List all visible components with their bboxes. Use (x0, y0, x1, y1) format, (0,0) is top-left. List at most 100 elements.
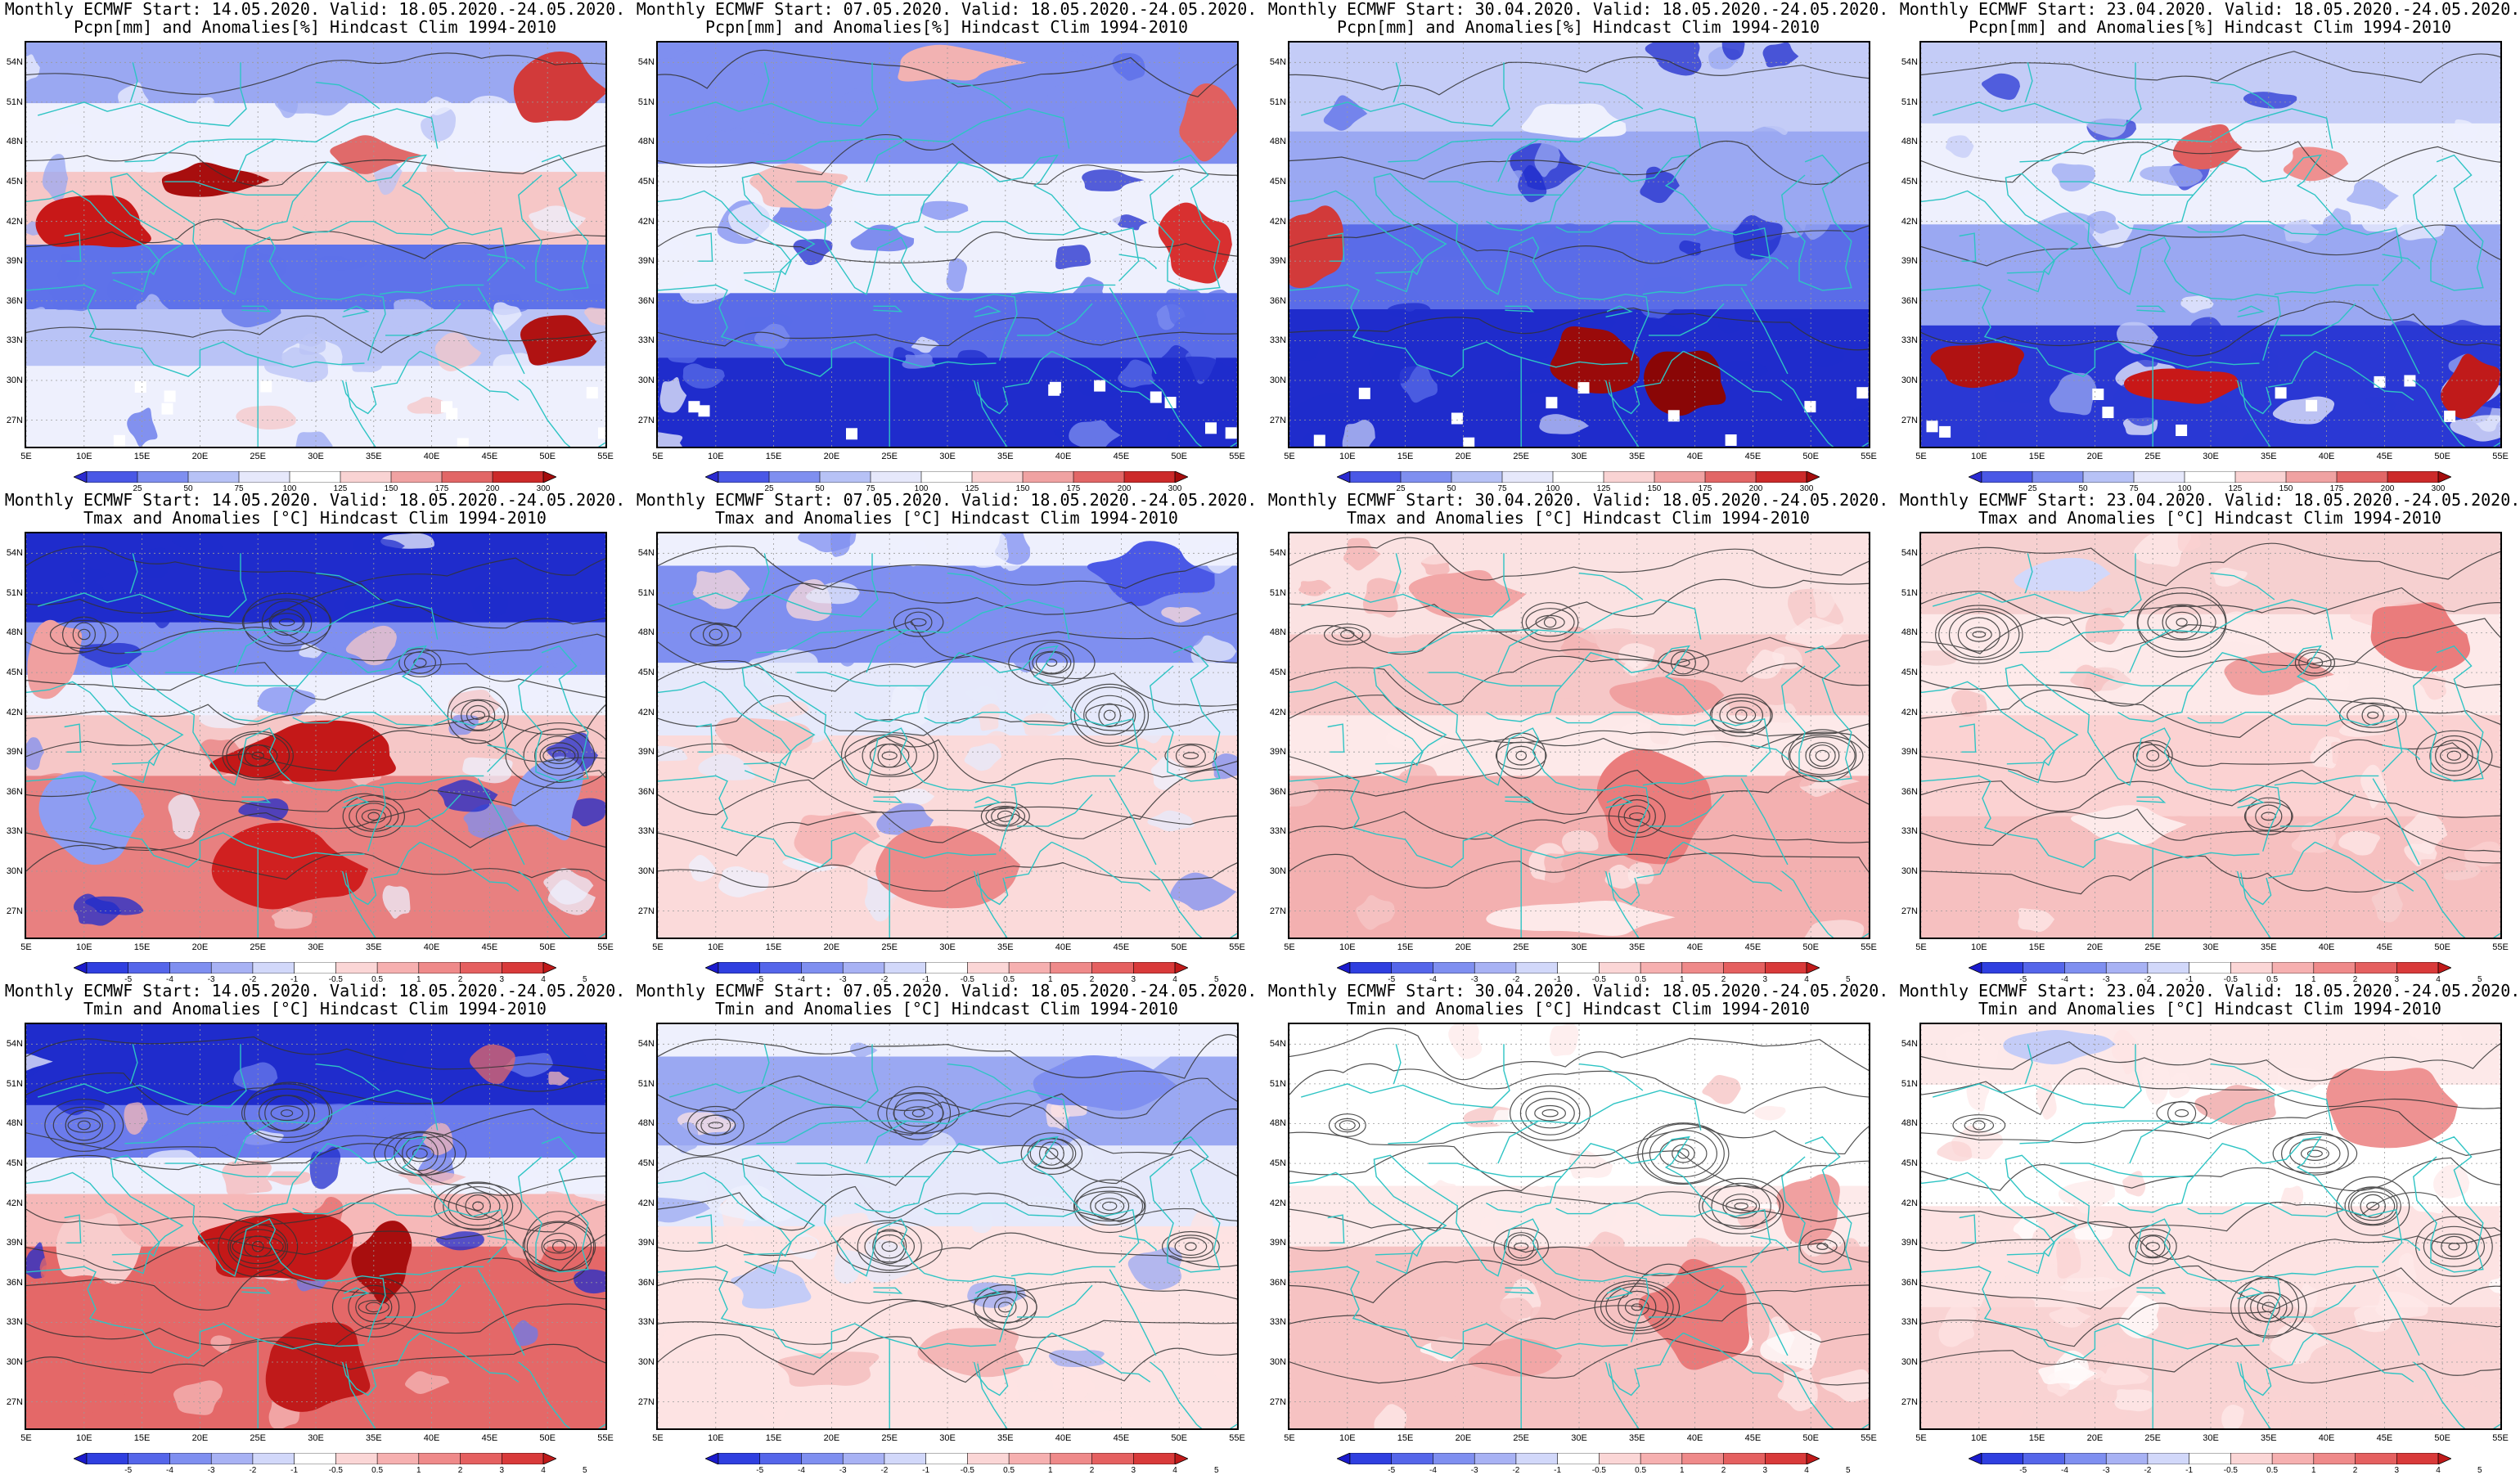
anomaly-patch (56, 253, 80, 283)
colorbar-label: 75 (2129, 484, 2139, 493)
anomaly-map (656, 532, 1239, 939)
lat-tick-label: 45N (637, 1158, 655, 1169)
lat-tick-label: 27N (1901, 906, 1918, 916)
anomaly-patch (506, 1221, 551, 1262)
colorbar-swatch (1349, 1453, 1393, 1464)
lon-tick-label: 50E (2434, 1433, 2450, 1443)
anomaly-patch (196, 97, 221, 130)
no-data-cell (134, 381, 146, 393)
lon-tick-label: 40E (1686, 1433, 1703, 1443)
anomaly-patch (988, 1374, 1019, 1404)
lat-tick-label: 39N (1269, 256, 1286, 267)
anomaly-patch (2398, 68, 2432, 110)
anomaly-patch (1490, 47, 1516, 66)
lat-tick-label: 36N (1901, 1277, 1918, 1288)
anomaly-patch (2099, 1342, 2135, 1365)
no-data-cell (2176, 425, 2188, 436)
anomaly-patch (2194, 1085, 2276, 1126)
colorbar-swatch (718, 962, 761, 974)
lon-tick-label: 5E (1284, 1433, 1295, 1443)
colorbar-label: 5 (1213, 975, 1219, 984)
colorbar-label: -3 (1470, 975, 1478, 984)
anomaly-patch (1069, 420, 1121, 447)
anomaly-patch (1640, 166, 1680, 204)
anomaly-patch (2058, 636, 2126, 668)
lon-tick-label: 40E (1055, 1433, 1072, 1443)
lat-tick-label: 36N (6, 295, 23, 306)
lon-tick-label: 30E (1571, 942, 1587, 952)
lon-tick-label: 15E (2028, 942, 2045, 952)
map-panel: Monthly ECMWF Start: 23.04.2020. Valid: … (1895, 491, 2520, 984)
colorbar-label: 1 (2311, 975, 2316, 984)
anomaly-patch (1544, 853, 1579, 884)
anomaly-patch (56, 1212, 142, 1284)
colorbar-label: -4 (166, 1466, 173, 1475)
lon-tick-label: 35E (997, 1433, 1014, 1443)
colorbar-label: 1 (2311, 1466, 2316, 1475)
anomaly-patch (2375, 1291, 2428, 1321)
anomaly-patch (80, 1378, 127, 1415)
anomaly-patch (1541, 1296, 1591, 1317)
anomaly-patch (1534, 137, 1560, 178)
lat-tick-label: 27N (637, 1396, 655, 1407)
anomaly-patch (1946, 135, 1974, 158)
colorbar-label: 0.5 (1003, 1466, 1015, 1475)
anomaly-patch (1951, 690, 1987, 717)
anomaly-patch (1644, 350, 1726, 416)
anomaly-patch (294, 1105, 315, 1123)
anomaly-patch (1387, 43, 1416, 63)
anomaly-patch (573, 915, 594, 934)
colorbar-label: -4 (798, 975, 805, 984)
anomaly-patch (1175, 622, 1206, 646)
colorbar (705, 1453, 1188, 1464)
anomaly-patch (677, 265, 739, 304)
lat-tick-label: 42N (1269, 707, 1286, 717)
coastlines (26, 553, 605, 938)
lat-tick-label: 54N (1269, 57, 1286, 68)
anomaly-patch (2272, 396, 2335, 425)
colorbar-label: -4 (798, 1466, 805, 1475)
lon-tick-label: 40E (2318, 1433, 2335, 1443)
colorbar-swatch (1132, 962, 1176, 974)
lon-tick-label: 35E (1629, 942, 1645, 952)
anomaly-patch (718, 866, 769, 897)
lat-tick-label: 54N (1269, 1039, 1286, 1050)
anomaly-patch (1618, 1036, 1659, 1066)
anomaly-patch (754, 1401, 787, 1423)
graticule (1289, 43, 1869, 447)
colorbar-label: -2 (249, 975, 257, 984)
anomaly-patch (2188, 317, 2226, 353)
anomaly-patch (26, 1054, 53, 1071)
anomaly-patch (1780, 196, 1811, 238)
lon-tick-label: 35E (1629, 1433, 1645, 1443)
colorbar (74, 1453, 556, 1464)
anomaly-patch (407, 397, 447, 415)
colorbar-label: 3 (1762, 1466, 1768, 1475)
anomaly-map (25, 41, 607, 448)
map-field (658, 1024, 1237, 1428)
anomaly-patch (1550, 326, 1640, 394)
anomaly-patch (584, 307, 605, 326)
lat-tick-label: 48N (1269, 1118, 1286, 1129)
anomaly-patch (54, 123, 93, 152)
anomaly-patch (2100, 755, 2132, 785)
colorbar-label: 0.5 (1003, 975, 1015, 984)
lon-tick-label: 50E (2434, 452, 2450, 461)
anomaly-patch (1289, 780, 1319, 807)
anomaly-patch (2038, 1360, 2097, 1385)
lon-tick-label: 55E (1861, 452, 1877, 461)
anomaly-patch (38, 771, 145, 866)
lon-tick-label: 30E (939, 942, 956, 952)
anomaly-patch (445, 136, 473, 160)
lat-tick-label: 36N (637, 1277, 655, 1288)
lat-tick-label: 39N (637, 747, 655, 758)
anomaly-patch (1293, 393, 1348, 426)
anomaly-patch (2347, 179, 2399, 209)
colorbar-swatch (390, 471, 443, 483)
lon-tick-label: 5E (1284, 452, 1295, 461)
lat-tick-label: 48N (637, 1118, 655, 1129)
anomaly-patch (274, 87, 298, 119)
lat-tick-label: 30N (1901, 1357, 1918, 1368)
colorbar-swatch (2064, 962, 2108, 974)
anomaly-patch (1302, 1379, 1328, 1398)
